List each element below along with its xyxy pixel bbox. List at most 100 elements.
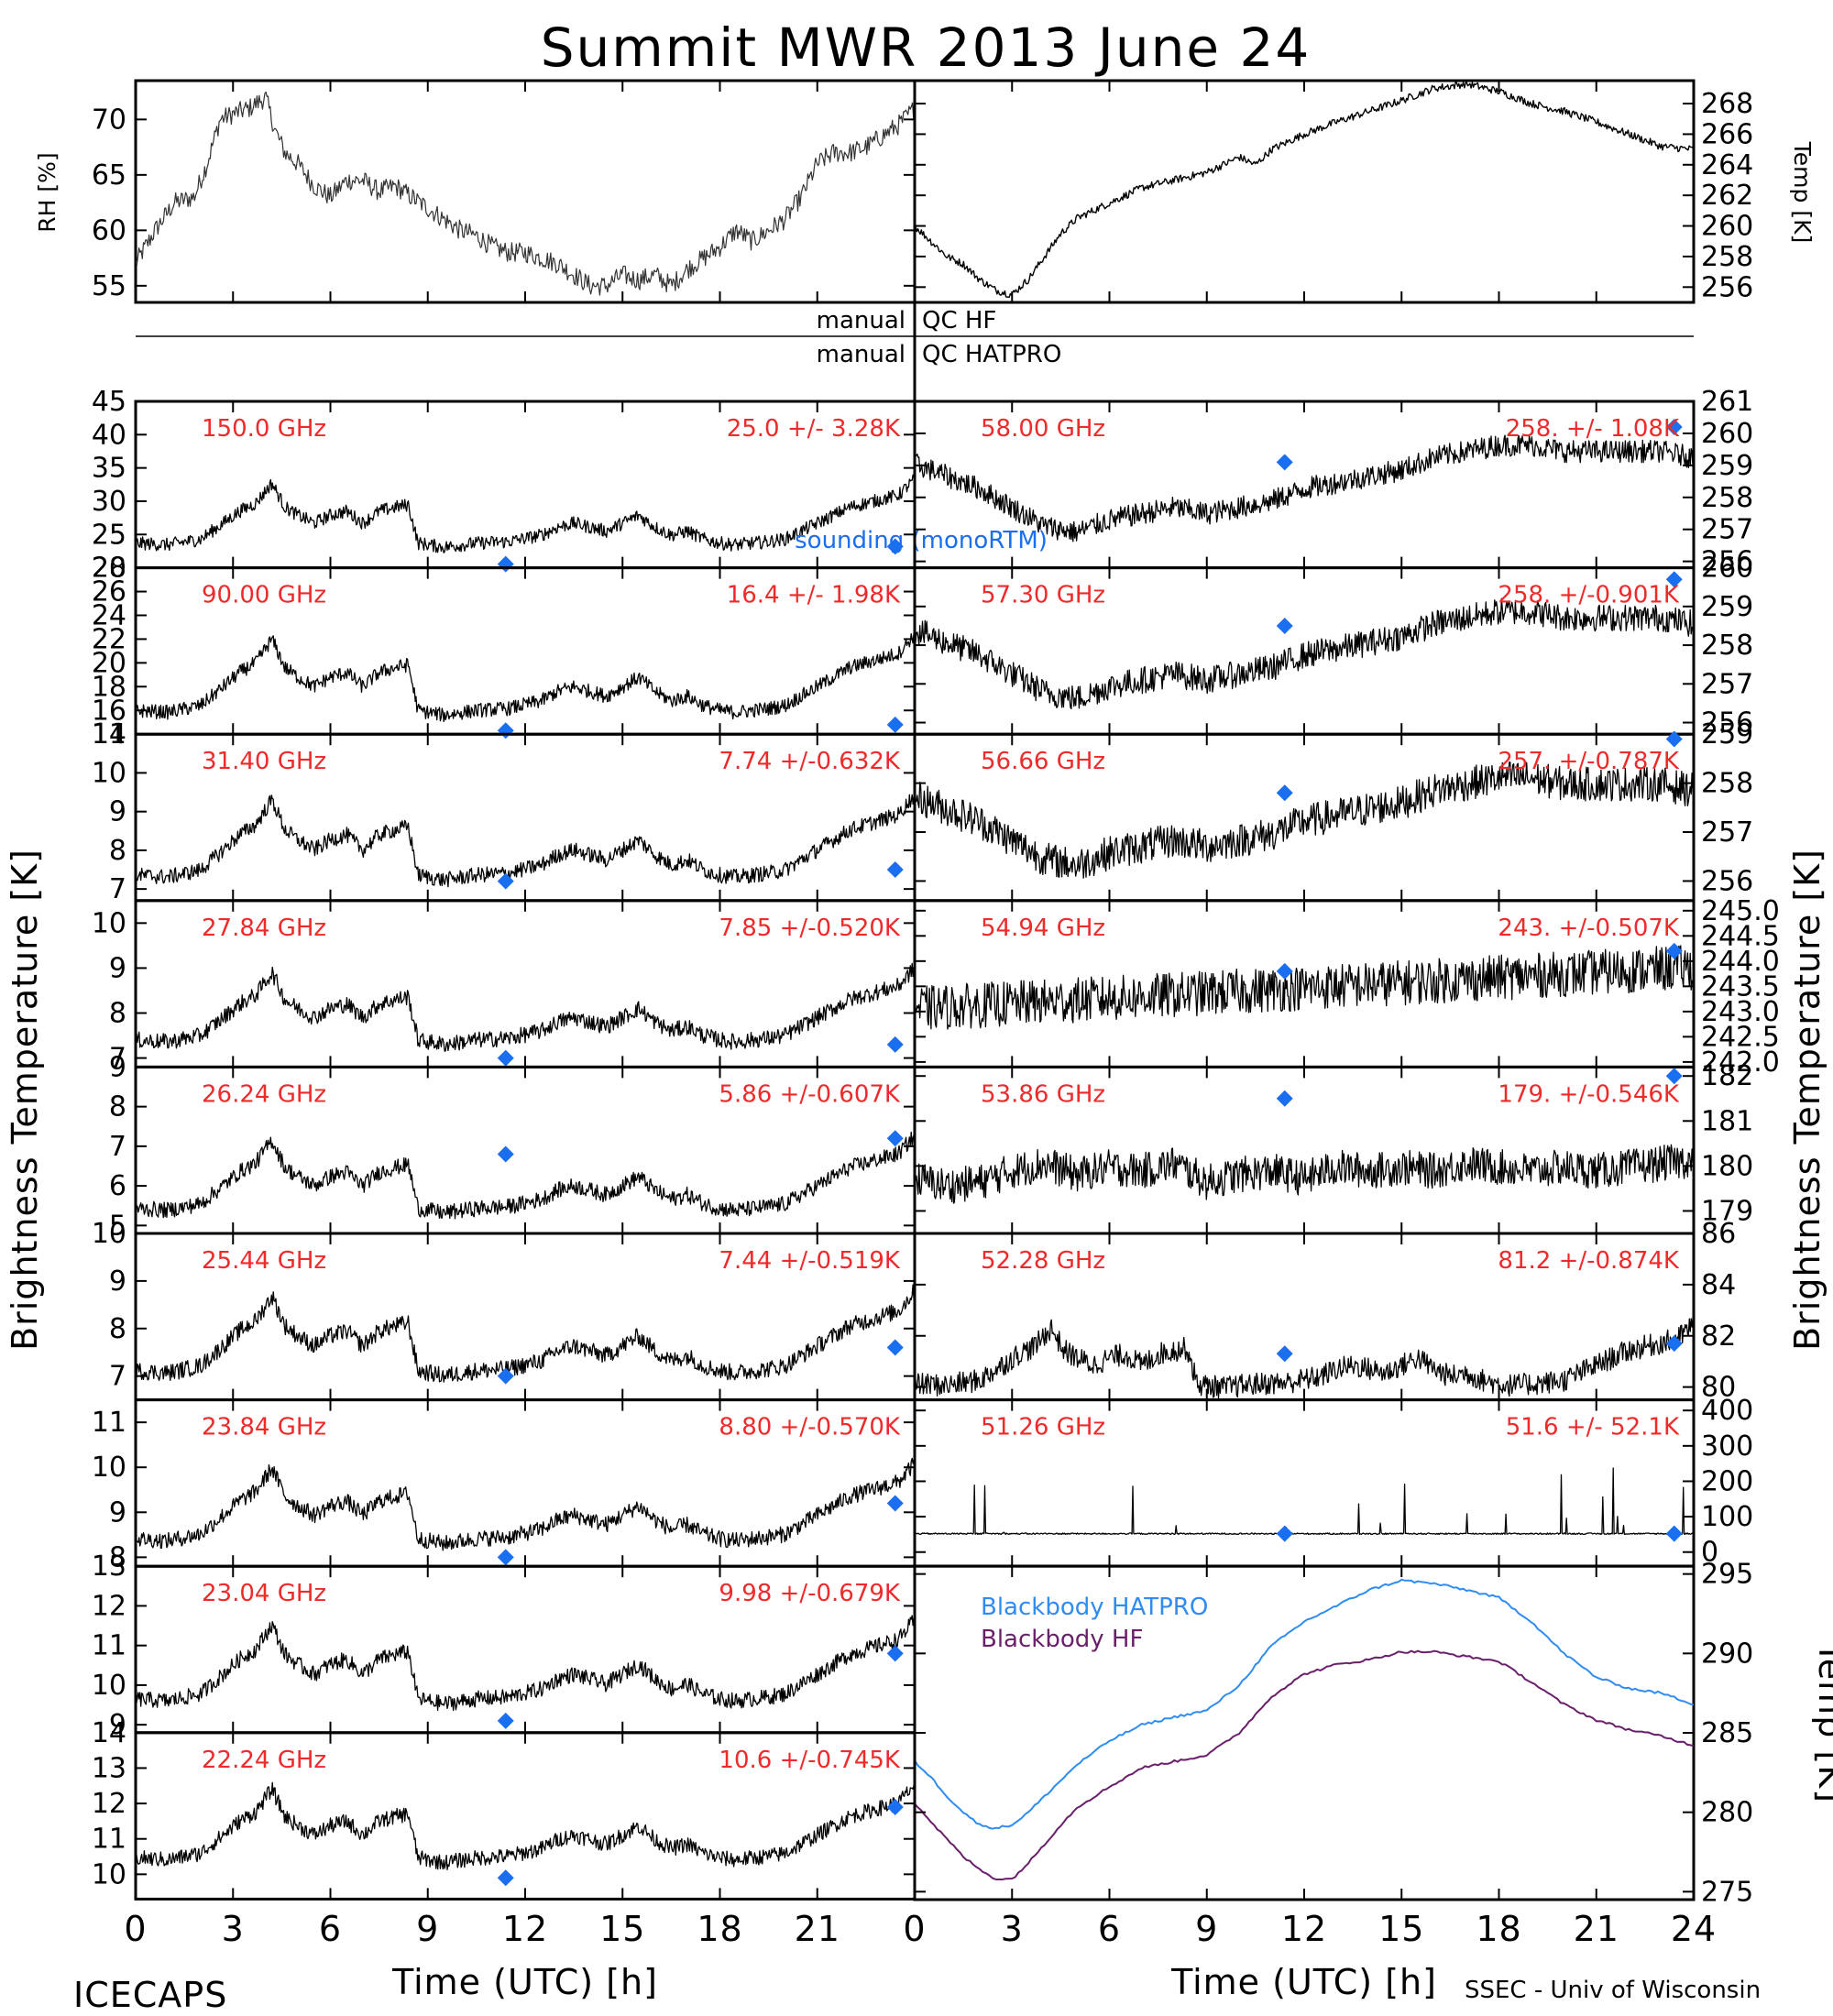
channel-label: 90.00 GHz xyxy=(202,582,326,609)
trace-line xyxy=(914,1144,1695,1204)
y-tick-label: 10 xyxy=(92,907,126,939)
y-tick-label: 181 xyxy=(1701,1105,1753,1137)
y-tick-label: 244.5 xyxy=(1701,920,1780,952)
channel-stat: 7.74 +/-0.632K xyxy=(719,748,901,775)
channel-label: 51.26 GHz xyxy=(981,1414,1105,1441)
y-tick-label: 290 xyxy=(1701,1638,1753,1670)
y-tick-label: 8 xyxy=(109,1541,126,1573)
blackbody-line xyxy=(914,1649,1695,1880)
trace-line xyxy=(135,1131,916,1220)
y-tick-label: 12 xyxy=(92,1788,126,1820)
y-tick-label: 9 xyxy=(109,796,126,828)
rh-panel: 55 60 65 70 RH [%] xyxy=(34,79,916,304)
y-tick-label: 86 xyxy=(1701,1218,1736,1250)
y-tick-label: 25 xyxy=(92,519,126,551)
y-tick-label: 13 xyxy=(92,1550,126,1583)
channel-stat: 258. +/-0.901K xyxy=(1498,582,1680,609)
y-tick-label: 28 xyxy=(92,553,126,585)
y-tick-label: 179 xyxy=(1701,1195,1753,1227)
y-tick-label: 7 xyxy=(109,1043,126,1075)
channel-stat: 179. +/-0.546K xyxy=(1498,1080,1680,1108)
y-tick-label: 5 xyxy=(109,1210,126,1242)
sounding-point xyxy=(886,1798,904,1815)
trace-line xyxy=(135,962,916,1052)
x-tick-label: 12 xyxy=(1281,1909,1327,1949)
x-tick-label: 0 xyxy=(124,1909,147,1949)
rh-axis-label: RH [%] xyxy=(34,152,60,232)
channel-stat: 9.98 +/-0.679K xyxy=(719,1580,901,1607)
sounding-point xyxy=(1276,617,1293,634)
trace-line xyxy=(135,1457,916,1551)
qc-line1-right: QC HF xyxy=(922,307,996,334)
x-tick-label: 21 xyxy=(795,1909,840,1949)
sounding-point xyxy=(1276,962,1293,980)
y-tick-label: 10 xyxy=(92,1670,126,1702)
y-tick-label: 260 xyxy=(1701,418,1753,450)
bt-left-axis-label: Brightness Temperature [K] xyxy=(5,849,45,1351)
y-tick-label: 261 xyxy=(1701,386,1753,418)
y-tick-label: 7 xyxy=(109,873,126,905)
y-tick-label: 14 xyxy=(92,718,126,751)
y-tick-label: 258 xyxy=(1701,482,1753,514)
channel-stat: 8.80 +/-0.570K xyxy=(719,1414,901,1441)
sounding-point xyxy=(886,1495,904,1512)
y-tick-label: 9 xyxy=(109,952,126,984)
channel-stat: 258. +/- 1.08K xyxy=(1506,415,1680,443)
qc-line1-left: manual xyxy=(817,307,906,334)
y-tick-label: 400 xyxy=(1701,1395,1753,1427)
channel-label: 56.66 GHz xyxy=(981,748,1105,775)
channel-label: 150.0 GHz xyxy=(202,415,326,443)
channel-stat: 7.44 +/-0.519K xyxy=(719,1247,901,1275)
sounding-point xyxy=(497,1869,514,1887)
y-tick-label: 11 xyxy=(92,718,126,751)
x-tick-label: 15 xyxy=(1378,1909,1424,1949)
y-tick-label: 258 xyxy=(1701,768,1753,800)
y-tick-label: 12 xyxy=(92,1590,126,1622)
sounding-point xyxy=(886,1130,904,1147)
x-tick-label: 3 xyxy=(1001,1909,1024,1949)
y-tick-label: 80 xyxy=(1701,1372,1736,1404)
y-tick-label: 256 xyxy=(1701,271,1753,303)
x-tick-label: 12 xyxy=(502,1909,548,1949)
y-tick-label: 275 xyxy=(1701,1876,1753,1908)
sounding-point xyxy=(497,1145,514,1163)
sounding-point xyxy=(1665,418,1683,435)
sounding-point xyxy=(1665,571,1683,588)
y-tick-label: 10 xyxy=(92,1218,126,1250)
sounding-point xyxy=(1665,1068,1683,1085)
channel-stat: 257. +/-0.787K xyxy=(1498,748,1680,775)
y-tick-label: 243.0 xyxy=(1701,996,1780,1028)
x-tick-label: 9 xyxy=(416,1909,439,1949)
x-tick-label: 15 xyxy=(599,1909,645,1949)
channel-label: 27.84 GHz xyxy=(202,915,326,942)
y-tick-label: 256 xyxy=(1701,707,1753,740)
channel-stat: 51.6 +/- 52.1K xyxy=(1506,1414,1680,1441)
channel-stat: 5.86 +/-0.607K xyxy=(719,1080,901,1108)
channel-stat: 25.0 +/- 3.28K xyxy=(727,415,901,443)
x-tick-label: 18 xyxy=(1476,1909,1521,1949)
y-tick-label: 40 xyxy=(92,419,126,451)
y-tick-label: 30 xyxy=(92,486,126,518)
y-tick-label: 70 xyxy=(92,104,126,136)
chart-title: Summit MWR 2013 June 24 xyxy=(541,16,1312,79)
y-tick-label: 20 xyxy=(92,553,126,585)
channel-label: 22.24 GHz xyxy=(202,1747,326,1774)
y-tick-label: 20 xyxy=(92,647,126,679)
channel-stat: 10.6 +/-0.745K xyxy=(719,1747,901,1774)
sounding-point xyxy=(497,1049,514,1067)
y-tick-label: 280 xyxy=(1701,1797,1753,1829)
y-tick-label: 9 xyxy=(109,1051,126,1083)
channel-label: 52.28 GHz xyxy=(981,1247,1105,1275)
sounding-point xyxy=(1276,1345,1293,1363)
channel-label: 26.24 GHz xyxy=(202,1080,326,1108)
channel-label: 23.04 GHz xyxy=(202,1580,326,1607)
y-tick-label: 0 xyxy=(1701,1537,1718,1569)
y-tick-label: 256 xyxy=(1701,865,1753,897)
y-tick-label: 9 xyxy=(109,1709,126,1741)
y-tick-label: 300 xyxy=(1701,1430,1753,1463)
trace-line xyxy=(135,791,916,888)
sounding-point xyxy=(886,538,904,555)
